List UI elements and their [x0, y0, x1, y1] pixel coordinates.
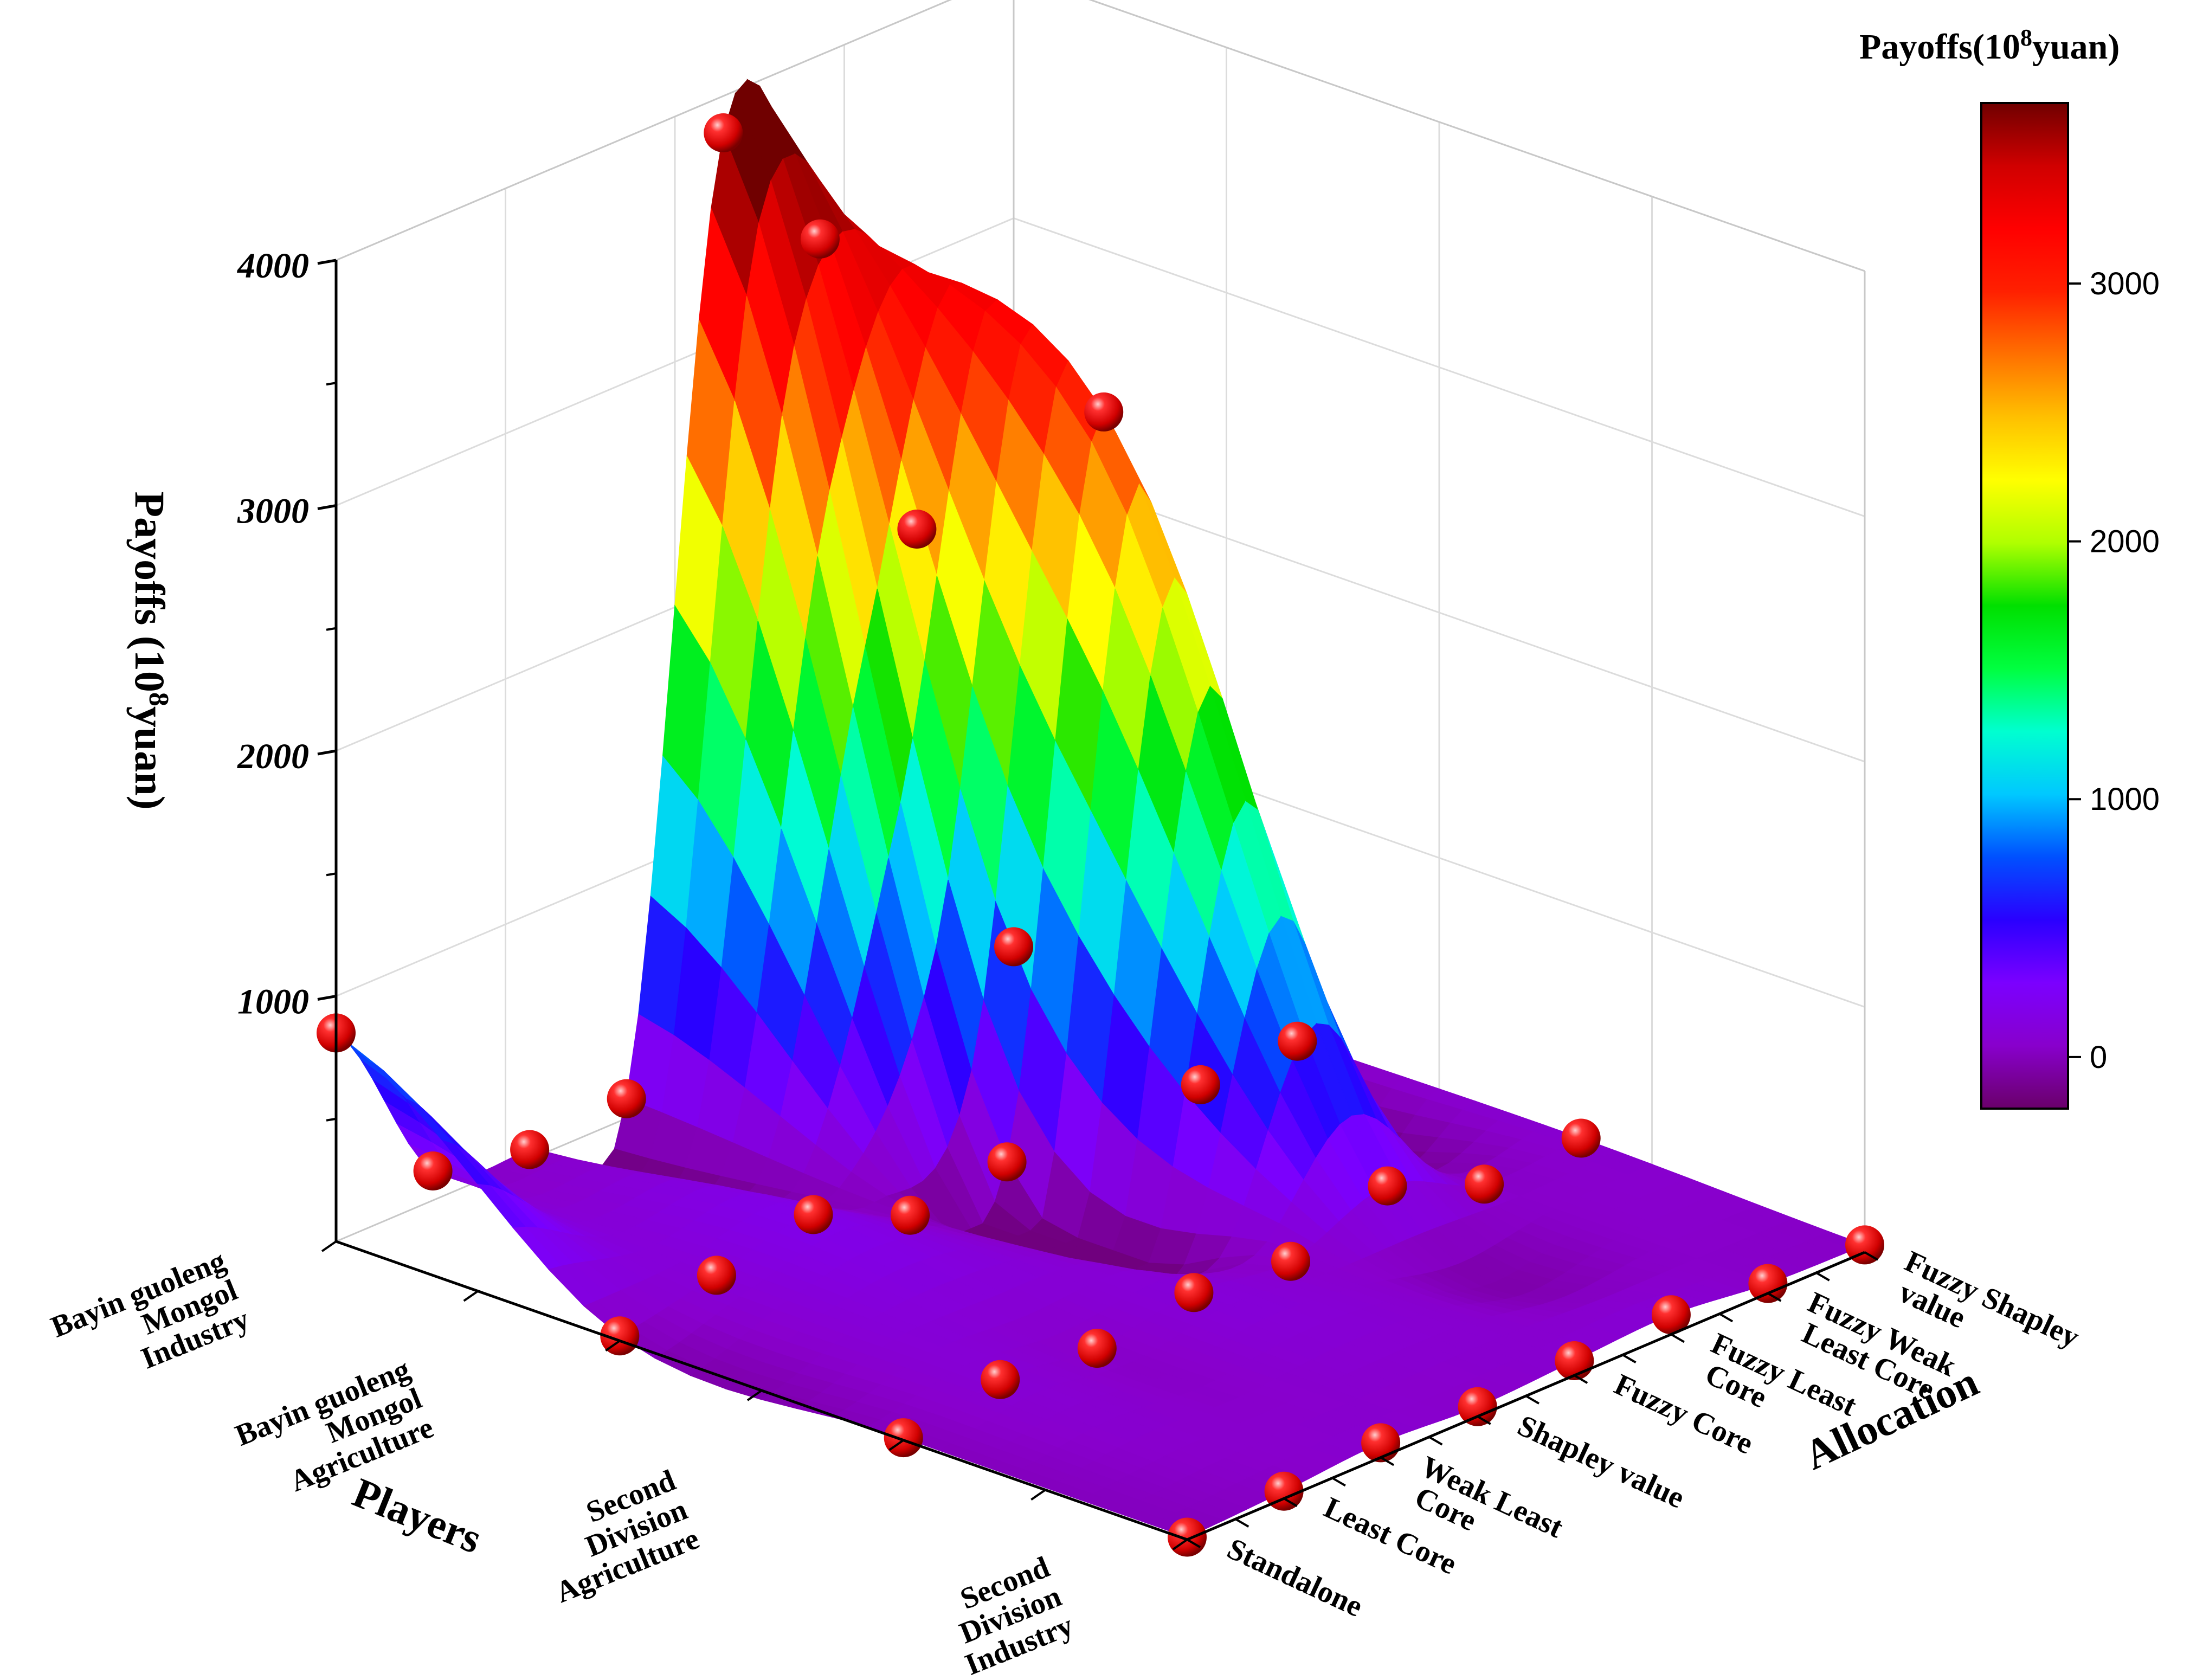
data-point	[607, 1079, 646, 1118]
allocation-tick	[1235, 1518, 1249, 1528]
data-point	[1845, 1225, 1884, 1265]
colorbar: 0 1000 2000 3000 Payoffs(108yuan)	[1859, 24, 2160, 1110]
colorbar-gradient	[1980, 102, 2069, 1110]
data-point	[1168, 1517, 1207, 1557]
data-point	[1174, 1273, 1214, 1312]
z-tick-label: 4000	[236, 246, 309, 286]
allocation-tick	[1670, 1333, 1685, 1343]
z-tick-mark	[317, 749, 337, 756]
data-point	[510, 1130, 550, 1169]
data-point	[697, 1256, 736, 1295]
data-point	[1651, 1295, 1691, 1335]
colorbar-tick-label: 3000	[2090, 266, 2160, 301]
allocation-tick	[1331, 1477, 1346, 1487]
data-point	[1561, 1118, 1601, 1158]
allocation-tick	[1815, 1272, 1830, 1282]
allocation-category-line: Standalone	[1222, 1532, 1368, 1624]
data-point	[794, 1195, 833, 1234]
data-point	[800, 219, 840, 259]
colorbar-tick-label: 0	[2090, 1040, 2107, 1075]
allocation-category-line: Shapley value	[1512, 1408, 1690, 1515]
wall-edge	[1088, 0, 1865, 272]
data-point	[1748, 1264, 1788, 1303]
allocation-tick	[1767, 1292, 1782, 1302]
z-axis-title: Payoffs (108yuan)	[126, 491, 174, 809]
allocation-tick	[1380, 1456, 1395, 1466]
wall-edge	[336, 0, 952, 261]
data-point	[891, 1195, 930, 1235]
colorbar-tick-label: 2000	[2090, 524, 2160, 559]
z-tick-mark	[317, 995, 337, 1001]
z-tick-mark	[317, 259, 337, 265]
z-tick-label: 3000	[237, 492, 309, 531]
data-point	[1264, 1471, 1304, 1511]
colorbar-title: Payoffs(108yuan)	[1859, 24, 2120, 67]
data-point	[1271, 1241, 1310, 1281]
z-minor-tick	[326, 872, 337, 877]
allocation-tick	[1864, 1251, 1879, 1261]
data-point	[1084, 392, 1124, 432]
players-tick	[746, 1389, 763, 1401]
colorbar-tick-label: 1000	[2090, 782, 2160, 817]
allocation-tick	[1428, 1436, 1443, 1446]
allocation-tick	[1477, 1415, 1491, 1425]
players-tick	[463, 1290, 479, 1302]
z-minor-tick	[326, 1117, 337, 1122]
players-tick	[605, 1340, 621, 1351]
allocation-category-label: Standalone	[1222, 1532, 1368, 1624]
players-tick	[888, 1439, 904, 1451]
data-point	[600, 1316, 640, 1356]
z-tick-label: 2000	[237, 737, 309, 776]
z-tick-label: 1000	[237, 982, 309, 1022]
data-point	[994, 927, 1033, 967]
allocation-category-label: Shapley value	[1512, 1408, 1690, 1515]
data-point	[897, 510, 937, 549]
players-tick	[321, 1240, 337, 1252]
payoff-surface	[336, 79, 1866, 1538]
data-point	[1458, 1387, 1497, 1426]
players-tick	[1172, 1539, 1188, 1550]
allocation-tick	[1719, 1312, 1734, 1323]
z-minor-tick	[326, 627, 337, 631]
data-point	[1278, 1021, 1317, 1061]
data-point	[413, 1151, 453, 1190]
allocation-tick	[1574, 1374, 1588, 1384]
data-point	[1368, 1166, 1407, 1206]
z-minor-tick	[326, 382, 337, 386]
data-point	[1077, 1329, 1117, 1368]
allocation-tick	[1525, 1395, 1540, 1405]
z-tick-mark	[317, 504, 337, 510]
data-point	[1181, 1065, 1220, 1104]
players-axis-title: Players	[346, 1469, 488, 1562]
data-point	[1465, 1164, 1504, 1204]
players-tick	[1030, 1489, 1046, 1501]
allocation-tick	[1186, 1539, 1201, 1548]
data-point	[987, 1142, 1027, 1182]
data-point	[981, 1360, 1020, 1399]
data-points	[317, 113, 1884, 1557]
allocation-tick	[1622, 1354, 1637, 1364]
data-point	[704, 113, 743, 152]
allocation-tick	[1283, 1497, 1298, 1508]
data-point	[884, 1418, 923, 1458]
